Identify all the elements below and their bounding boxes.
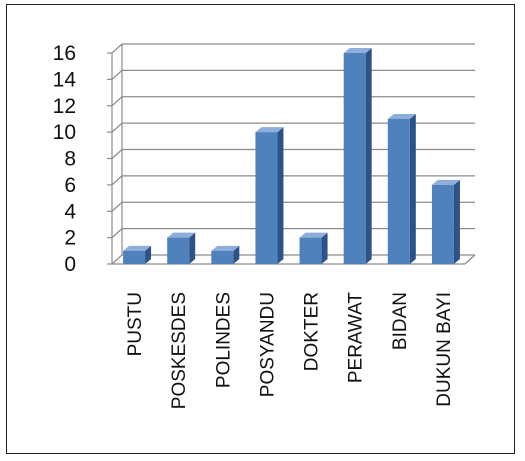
- bar-side-face: [365, 48, 372, 264]
- bar-bidan: [387, 113, 416, 264]
- y-tick-label: 2: [64, 227, 76, 250]
- bar-side-face: [453, 179, 460, 264]
- bar-top-face: [167, 232, 196, 238]
- chart-walls: [111, 44, 476, 265]
- bar-front-face: [343, 53, 366, 264]
- floor-right-edge: [464, 254, 476, 265]
- bar-perawat: [343, 48, 372, 264]
- gridline-depth: [111, 43, 123, 54]
- gridline-depth: [111, 201, 123, 212]
- y-axis-ticks: 0 2 4 6 8 10 12 14 16: [53, 42, 77, 276]
- y-tick-label: 4: [64, 200, 76, 223]
- bar-side-face: [277, 127, 284, 264]
- bar-side-face: [189, 232, 196, 264]
- bar-top-face: [299, 232, 328, 238]
- y-tick-label: 16: [53, 42, 76, 65]
- x-tick-label: BIDAN: [390, 292, 411, 350]
- y-tick-label: 10: [53, 121, 76, 144]
- bar-side-face: [321, 232, 328, 264]
- gridline-depth: [111, 175, 123, 186]
- bar-top-face: [211, 245, 240, 251]
- y-tick-label: 8: [64, 148, 76, 171]
- x-tick-label: POLINDES: [213, 292, 234, 388]
- y-tick-label: 12: [53, 95, 76, 118]
- bar-top-face: [123, 245, 152, 251]
- gridline-depth: [111, 96, 123, 107]
- gridline-depth: [111, 149, 123, 159]
- x-tick-label: DOKTER: [302, 292, 323, 371]
- gridline-depth: [111, 254, 123, 265]
- bar-top-face: [431, 179, 460, 185]
- gridline-depth: [111, 228, 123, 239]
- bar-front-face: [431, 184, 454, 264]
- bar-front-face: [255, 132, 278, 264]
- bar-posyandu: [255, 127, 284, 264]
- x-tick-label: POSYANDU: [257, 292, 278, 397]
- bar-top-face: [255, 127, 284, 133]
- bar-polindes: [211, 245, 240, 264]
- bar-front-face: [123, 250, 146, 264]
- bar-front-face: [211, 250, 234, 264]
- bar-side-face: [233, 245, 240, 264]
- bar-pustu: [123, 245, 152, 264]
- bar-top-face: [343, 48, 372, 53]
- x-tick-label: PUSTU: [125, 292, 146, 356]
- x-axis-labels: PUSTU POSKESDES POLINDES POSYANDU DOKTER PERA…: [125, 292, 455, 410]
- bar-front-face: [167, 237, 190, 264]
- x-tick-label: PERAWAT: [346, 292, 367, 384]
- x-tick-label: DUKUN BAYI: [434, 292, 455, 407]
- bars: [123, 48, 460, 264]
- gridlines: [107, 43, 475, 265]
- bar-dukun-bayi: [431, 179, 460, 264]
- y-tick-label: 14: [53, 68, 77, 91]
- bar-top-face: [387, 113, 416, 119]
- bar-front-face: [387, 118, 410, 264]
- bar-poskesdes: [167, 232, 196, 264]
- bar-side-face: [145, 245, 152, 264]
- x-tick-label: POSKESDES: [169, 292, 190, 409]
- bar-side-face: [409, 113, 416, 264]
- bar-front-face: [299, 237, 322, 264]
- gridline-depth: [111, 122, 123, 133]
- bar-dokter: [299, 232, 328, 264]
- y-tick-label: 0: [64, 253, 76, 276]
- gridline-depth: [111, 69, 123, 80]
- y-tick-label: 6: [64, 174, 76, 197]
